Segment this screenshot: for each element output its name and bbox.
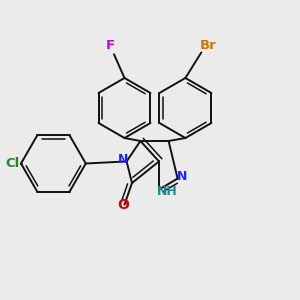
Text: N: N xyxy=(118,153,128,167)
Text: N: N xyxy=(177,170,187,184)
Text: O: O xyxy=(117,198,129,212)
Text: F: F xyxy=(106,39,115,52)
Text: Cl: Cl xyxy=(5,157,20,170)
Text: NH: NH xyxy=(157,184,178,198)
Text: Br: Br xyxy=(200,39,216,52)
